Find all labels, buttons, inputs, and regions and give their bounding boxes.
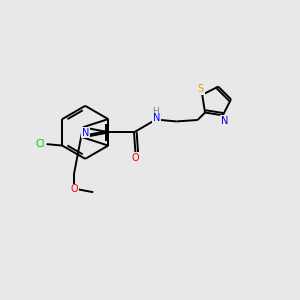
Text: Cl: Cl: [35, 139, 45, 149]
Text: O: O: [132, 153, 139, 163]
Text: N: N: [220, 116, 228, 126]
Text: S: S: [198, 85, 204, 94]
Text: N: N: [82, 128, 89, 138]
Text: N: N: [153, 113, 160, 124]
Text: H: H: [152, 106, 159, 116]
Text: O: O: [70, 184, 78, 194]
